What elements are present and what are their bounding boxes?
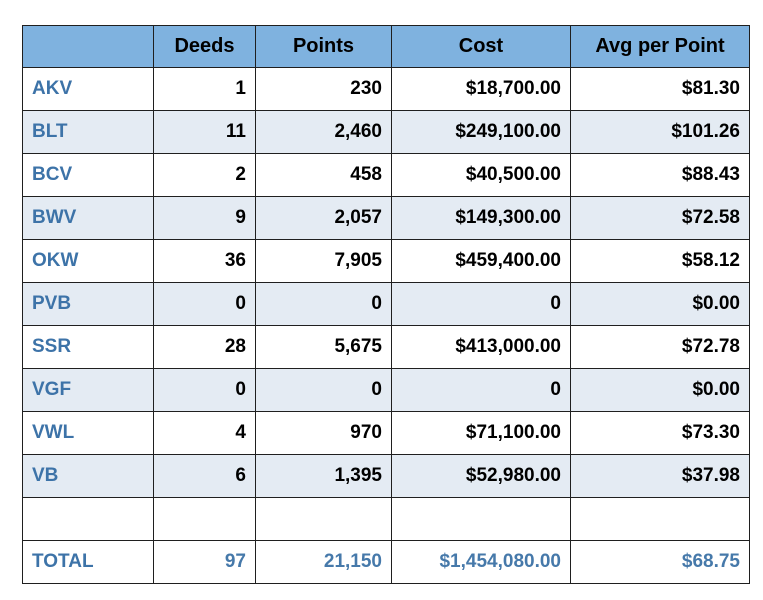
avg-cell: $58.12 [570,239,750,283]
header-row: Deeds Points Cost Avg per Point [22,25,750,68]
cost-cell: $18,700.00 [391,67,571,111]
points-cell: 0 [255,282,392,326]
points-cell: 1,395 [255,454,392,498]
deeds-cell: 0 [153,282,256,326]
empty-cell [153,497,256,541]
header-blank-cell [22,25,154,68]
table-row: BCV 2 458 $40,500.00 $88.43 [22,153,750,197]
deeds-cell: 1 [153,67,256,111]
resort-name: VGF [22,368,154,412]
cost-cell: $149,300.00 [391,196,571,240]
cost-cell: 0 [391,368,571,412]
avg-cell: $81.30 [570,67,750,111]
resort-points-table: Deeds Points Cost Avg per Point AKV 1 23… [22,25,750,584]
cost-cell: $71,100.00 [391,411,571,455]
avg-cell: $101.26 [570,110,750,154]
deeds-cell: 36 [153,239,256,283]
table-row: BWV 9 2,057 $149,300.00 $72.58 [22,196,750,240]
resort-name: BLT [22,110,154,154]
header-deeds: Deeds [153,25,256,68]
points-cell: 7,905 [255,239,392,283]
empty-cell [570,497,750,541]
empty-cell [255,497,392,541]
empty-cell [391,497,571,541]
cost-cell: $40,500.00 [391,153,571,197]
points-cell: 2,460 [255,110,392,154]
total-row: TOTAL 97 21,150 $1,454,080.00 $68.75 [22,540,750,584]
deeds-cell: 4 [153,411,256,455]
avg-cell: $88.43 [570,153,750,197]
cost-cell: 0 [391,282,571,326]
table-row: VGF 0 0 0 $0.00 [22,368,750,412]
total-deeds: 97 [153,540,256,584]
avg-cell: $0.00 [570,368,750,412]
table-row: VWL 4 970 $71,100.00 $73.30 [22,411,750,455]
total-label: TOTAL [22,540,154,584]
total-cost: $1,454,080.00 [391,540,571,584]
header-points: Points [255,25,392,68]
avg-cell: $72.78 [570,325,750,369]
points-cell: 230 [255,67,392,111]
points-cell: 0 [255,368,392,412]
table-row: OKW 36 7,905 $459,400.00 $58.12 [22,239,750,283]
points-cell: 2,057 [255,196,392,240]
table-row: VB 6 1,395 $52,980.00 $37.98 [22,454,750,498]
cost-cell: $459,400.00 [391,239,571,283]
total-avg: $68.75 [570,540,750,584]
avg-cell: $0.00 [570,282,750,326]
resort-name: OKW [22,239,154,283]
resort-name: BWV [22,196,154,240]
resort-name: AKV [22,67,154,111]
resort-name: PVB [22,282,154,326]
resort-name: VB [22,454,154,498]
deeds-cell: 28 [153,325,256,369]
avg-cell: $72.58 [570,196,750,240]
deeds-cell: 11 [153,110,256,154]
avg-cell: $37.98 [570,454,750,498]
cost-cell: $249,100.00 [391,110,571,154]
empty-row [22,497,750,541]
total-points: 21,150 [255,540,392,584]
resort-name: SSR [22,325,154,369]
points-cell: 458 [255,153,392,197]
points-cell: 970 [255,411,392,455]
deeds-cell: 2 [153,153,256,197]
cost-cell: $413,000.00 [391,325,571,369]
table-row: BLT 11 2,460 $249,100.00 $101.26 [22,110,750,154]
header-cost: Cost [391,25,571,68]
resort-name: VWL [22,411,154,455]
empty-cell [22,497,154,541]
points-cell: 5,675 [255,325,392,369]
deeds-cell: 0 [153,368,256,412]
table-row: SSR 28 5,675 $413,000.00 $72.78 [22,325,750,369]
deeds-cell: 9 [153,196,256,240]
avg-cell: $73.30 [570,411,750,455]
deeds-cell: 6 [153,454,256,498]
cost-cell: $52,980.00 [391,454,571,498]
resort-name: BCV [22,153,154,197]
header-avg-per-point: Avg per Point [570,25,750,68]
table-row: PVB 0 0 0 $0.00 [22,282,750,326]
table-row: AKV 1 230 $18,700.00 $81.30 [22,67,750,111]
